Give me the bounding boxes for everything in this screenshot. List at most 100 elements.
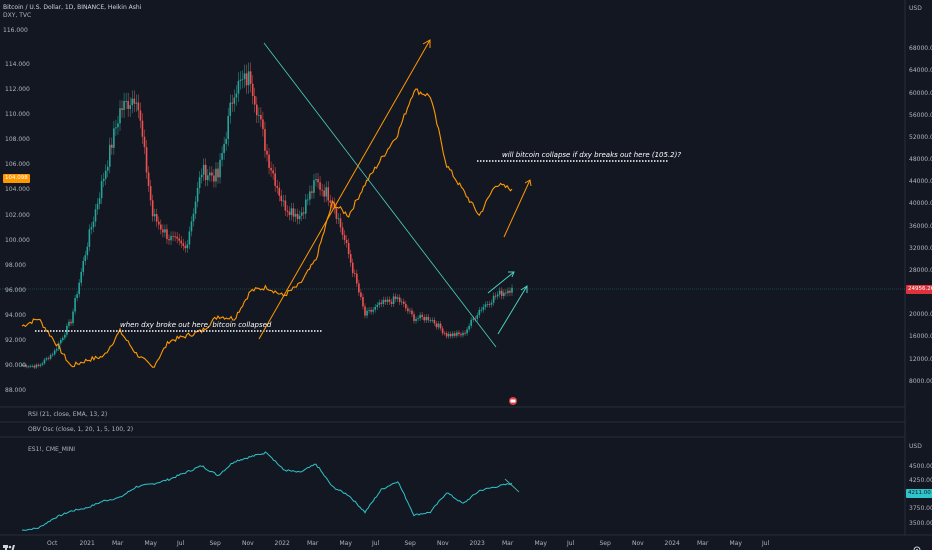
btc-candle	[462, 332, 464, 336]
btc-candle	[264, 129, 266, 151]
btc-candle	[255, 104, 258, 116]
btc-candle	[239, 79, 242, 81]
btc-candle	[311, 191, 313, 193]
btc-candle	[88, 229, 91, 247]
settings-gear-icon[interactable]	[912, 539, 922, 550]
btc-candle	[62, 337, 64, 340]
time-axis-tick: Nov	[242, 540, 254, 547]
btc-candle	[104, 170, 107, 179]
btc-candle	[241, 79, 244, 80]
btc-candle	[360, 292, 362, 297]
btc-candle	[439, 323, 442, 329]
time-axis-tick: Sep	[404, 540, 416, 547]
btc-candle	[174, 236, 176, 238]
btc-candle	[470, 319, 472, 326]
btc-candle	[243, 73, 246, 80]
obv-title[interactable]: OBV Osc (close, 1, 20, 1, 5, 100, 2)	[28, 426, 134, 433]
btc-candle	[164, 229, 166, 233]
btc-candle	[141, 120, 144, 137]
time-axis-tick: Nov	[632, 540, 644, 547]
right-axis-tick: 20000.00	[909, 311, 932, 319]
btc-candle	[488, 304, 491, 305]
btc-candle	[221, 153, 223, 160]
btc-candle	[511, 287, 513, 293]
right-axis-tick: 40000.00	[909, 200, 932, 208]
btc-candle	[276, 185, 279, 188]
dxy-uptrend-arrowhead	[422, 39, 431, 48]
left-axis-tick: 90.000	[5, 362, 26, 370]
btc-candle	[407, 308, 409, 312]
btc-candle	[368, 309, 370, 311]
right-axis-tick: 16000.00	[909, 333, 932, 341]
btc-candle	[494, 295, 497, 297]
btc-candle	[84, 255, 87, 261]
btc-candle	[139, 110, 142, 121]
btc-candle	[286, 210, 289, 212]
btc-candle	[370, 309, 372, 312]
right-axis-tick: 64000.00	[909, 67, 932, 75]
btc-candle	[374, 306, 377, 310]
btc-candle	[500, 290, 503, 297]
annotation-top: will bitcoin collapse if dxy breaks out …	[502, 151, 682, 159]
btc-candle	[59, 339, 62, 344]
btc-candle	[315, 179, 317, 181]
btc-candle	[209, 172, 211, 176]
left-axis-tick: 112.000	[5, 85, 30, 93]
time-axis-tick: Nov	[437, 540, 449, 547]
time-axis-tick: Sep	[209, 540, 221, 547]
btc-candle	[343, 234, 346, 241]
btc-candle	[441, 328, 444, 334]
btc-candle	[268, 154, 270, 168]
btc-candle	[472, 318, 475, 320]
es-currency-label: USD	[909, 443, 922, 450]
btc-candle	[123, 101, 125, 110]
btc-candle	[262, 119, 264, 130]
btc-candle	[337, 218, 340, 220]
btc-candle	[100, 181, 103, 199]
btc-candle	[466, 329, 468, 334]
btc-candle	[445, 333, 448, 337]
time-axis-tick: 2021	[79, 540, 95, 547]
time-axis-tick: May	[339, 540, 352, 547]
btc-candle	[182, 243, 185, 246]
btc-candle	[92, 221, 95, 228]
tradingview-logo[interactable]	[3, 538, 15, 550]
btc-candle	[317, 179, 319, 183]
btc-candle	[335, 208, 338, 219]
btc-candle	[76, 294, 78, 299]
time-axis-tick: Jul	[177, 540, 185, 547]
left-axis-tick: 88.000	[5, 387, 26, 395]
btc-candle	[380, 302, 383, 304]
btc-candle	[282, 200, 285, 202]
btc-candle	[421, 314, 423, 318]
btc-candle	[180, 240, 183, 244]
rsi-title[interactable]: RSI (21, close, EMA, 13, 2)	[28, 411, 108, 418]
btc-candle	[451, 333, 454, 337]
btc-candle	[113, 128, 115, 148]
es-title[interactable]: ES1!, CME_MINI	[28, 446, 75, 453]
btc-candle	[245, 73, 248, 86]
btc-candle	[133, 98, 136, 104]
btc-candle	[200, 174, 203, 178]
btc-candle	[115, 127, 117, 129]
btc-candle	[454, 333, 456, 336]
btc-candle	[290, 208, 293, 216]
btc-candle	[143, 136, 146, 148]
btc-candle	[300, 212, 303, 216]
btc-candle	[121, 108, 123, 110]
btc-candle	[217, 168, 219, 178]
btc-candle	[345, 240, 348, 244]
annotation-bottom: when dxy broke out here, bitcoin collaps…	[120, 321, 272, 329]
btc-candle	[176, 236, 178, 239]
btc-candle	[258, 115, 260, 116]
btc-candle	[486, 304, 489, 305]
es-axis-tick: 3500.00	[909, 519, 932, 527]
btc-last-tag: 24956.26	[906, 285, 932, 294]
btc-candle	[402, 301, 405, 304]
btc-candle	[247, 71, 250, 86]
btc-candle	[43, 359, 46, 364]
btc-candle	[66, 325, 68, 335]
btc-candle	[413, 314, 415, 321]
btc-candle	[117, 123, 119, 128]
